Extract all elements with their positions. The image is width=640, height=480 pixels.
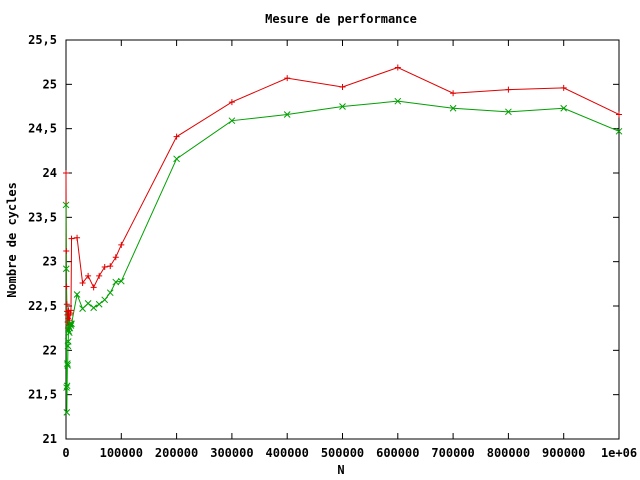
series-1-point — [63, 170, 69, 176]
x-tick-label: 500000 — [321, 446, 364, 460]
series-1-point — [339, 83, 346, 90]
series-1-point — [85, 272, 92, 279]
y-tick-label: 22 — [43, 343, 57, 357]
y-tick-label: 21 — [43, 432, 57, 446]
series-1-point — [560, 84, 567, 91]
series-1-point — [228, 99, 235, 106]
series-2-line — [65, 100, 620, 413]
series-2-point — [63, 382, 71, 390]
y-tick-label: 23 — [43, 255, 57, 269]
x-tick-label: 200000 — [155, 446, 198, 460]
series-2-point — [84, 299, 92, 307]
y-tick-label: 24,5 — [28, 122, 57, 136]
series-2-point — [62, 265, 70, 273]
series-2-point — [63, 384, 70, 391]
markers-layer — [62, 64, 623, 416]
series-2-point — [79, 305, 86, 313]
series-1-point — [68, 235, 75, 242]
series-2-point — [64, 338, 72, 345]
x-tick-label: 400000 — [266, 446, 309, 460]
series-1-point — [63, 283, 70, 290]
x-tick-label: 800000 — [487, 446, 530, 460]
series-1-point — [616, 111, 622, 118]
x-tick-label: 1e+06 — [601, 446, 637, 460]
x-tick-label: 100000 — [100, 446, 143, 460]
series-2-point — [101, 296, 109, 304]
series-1-point — [505, 86, 512, 93]
series-1-point — [118, 241, 125, 248]
series-2-point — [106, 289, 114, 297]
series-2-point — [68, 320, 75, 328]
series-2-point — [449, 104, 457, 112]
series-1-point — [450, 90, 457, 97]
series-2-point — [112, 278, 120, 286]
x-tick-label: 0 — [62, 446, 69, 460]
series-2-point — [95, 300, 103, 308]
series-2-point — [62, 201, 70, 209]
series-1-point — [173, 133, 180, 140]
y-tick-label: 25 — [43, 77, 57, 91]
series-1-point — [67, 307, 74, 314]
series-1-point — [74, 234, 81, 241]
y-tick-label: 25,5 — [28, 33, 57, 47]
series-2-point — [394, 97, 402, 105]
ticks-layer: 0 100000 200000 300000 400000 500000 600000 700… — [28, 33, 637, 460]
series-1-point — [101, 263, 108, 270]
series-2-point — [67, 320, 74, 328]
plot-frame — [65, 39, 620, 440]
x-tick-label: 300000 — [210, 446, 253, 460]
series-1-point — [394, 64, 401, 71]
series-1-point — [112, 254, 119, 261]
series-1-point — [67, 310, 74, 317]
series-layer — [65, 66, 620, 413]
series-2-point — [73, 291, 81, 298]
series-2-point — [339, 103, 346, 110]
series-2-point — [64, 362, 72, 369]
series-1-point — [90, 284, 97, 291]
series-2-point — [117, 277, 125, 285]
series-2-point — [173, 155, 180, 163]
x-tick-label: 700000 — [431, 446, 474, 460]
y-tick-label: 22,5 — [28, 299, 57, 313]
series-2-point — [283, 111, 291, 118]
series-1-point — [107, 263, 114, 270]
y-tick-label: 23,5 — [28, 210, 57, 224]
series-2-point — [560, 104, 568, 112]
series-2-point — [615, 127, 623, 135]
series-2-point — [67, 322, 75, 329]
x-tick-label: 900000 — [542, 446, 585, 460]
series-1-point — [284, 75, 291, 82]
chart-title: Mesure de performance — [265, 12, 417, 26]
series-1-point — [79, 279, 86, 286]
series-2-point — [63, 409, 71, 416]
series-2-point — [505, 108, 512, 116]
y-tick-label: 21,5 — [28, 388, 57, 402]
x-axis-label: N — [337, 463, 344, 477]
series-2-point — [228, 117, 236, 125]
series-2-point — [90, 304, 98, 312]
axes-layer — [65, 39, 620, 440]
y-axis-label: Nombre de cycles — [5, 182, 19, 298]
series-1-point — [96, 272, 103, 279]
x-tick-label: 600000 — [376, 446, 419, 460]
series-1-point — [63, 248, 70, 255]
y-tick-label: 24 — [43, 166, 57, 180]
series-2-point — [64, 360, 71, 367]
series-1-point — [63, 301, 70, 308]
